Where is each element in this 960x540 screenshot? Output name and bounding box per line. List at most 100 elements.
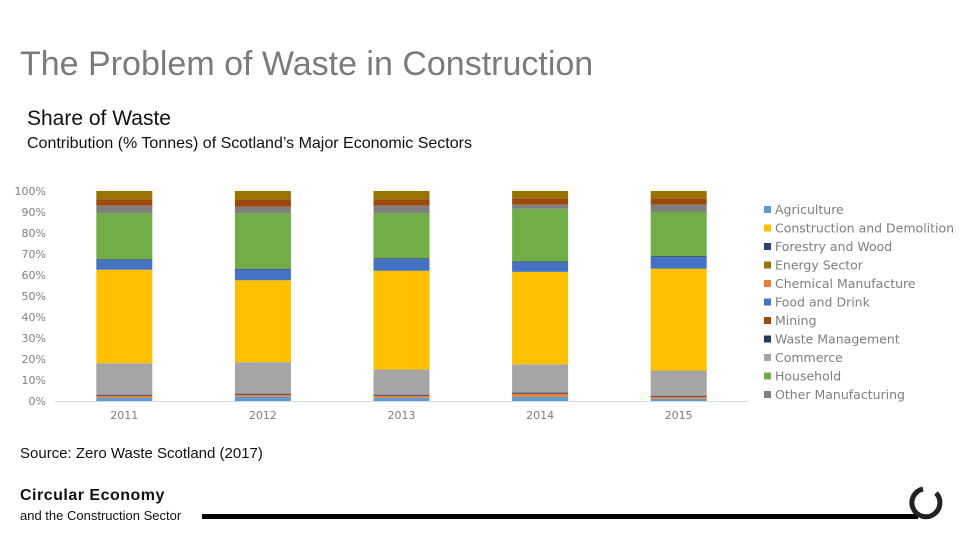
legend-swatch: [764, 280, 771, 287]
bar-segment: [96, 363, 153, 395]
bar-segment: [234, 280, 291, 363]
bar-segment: [96, 259, 153, 261]
bar-segment: [373, 199, 430, 206]
bar-segment: [373, 205, 430, 214]
slide-title: The Problem of Waste in Construction: [20, 45, 594, 83]
legend-swatch: [764, 391, 771, 398]
bar-segment: [234, 269, 291, 281]
x-tick-label: 2014: [526, 409, 554, 422]
bar-segment: [96, 205, 153, 214]
bar-segment: [234, 393, 291, 395]
legend-swatch: [764, 335, 771, 343]
legend-swatch: [764, 261, 771, 269]
y-tick-label: 80%: [22, 227, 46, 240]
bar-segment: [650, 256, 707, 258]
bar-segment: [96, 395, 153, 398]
bar-segment: [512, 198, 569, 205]
legend-label: Commerce: [775, 350, 843, 365]
bar-segment: [650, 198, 707, 205]
legend-label: Mining: [775, 313, 817, 328]
bar-stack-2014: [512, 191, 569, 401]
legend-swatch: [764, 206, 771, 213]
legend-label: Agriculture: [775, 202, 844, 217]
bar-segment: [96, 269, 153, 364]
source-note: Source: Zero Waste Scotland (2017): [20, 445, 263, 462]
bar-stack-2015: [650, 191, 707, 401]
bar-segment: [650, 396, 707, 399]
y-tick-label: 50%: [22, 290, 46, 303]
bar-segment: [512, 191, 569, 199]
bar-segment: [373, 270, 430, 370]
bar-segment: [650, 212, 707, 257]
bar-segment: [650, 204, 707, 212]
bar-segment: [512, 204, 569, 209]
footer-title: Circular Economy: [20, 487, 165, 504]
section-title: Share of Waste: [27, 107, 171, 130]
legend-label: Energy Sector: [775, 258, 864, 273]
chart-subtitle: Contribution (% Tonnes) of Scotland’s Ma…: [27, 135, 472, 152]
bar-stack-2011: [96, 191, 153, 401]
bar-segment: [650, 268, 707, 371]
bar-segment: [373, 259, 430, 271]
bar-segment: [234, 396, 291, 401]
bar-segment: [373, 397, 430, 401]
bar-segment: [96, 213, 153, 260]
circle-arc-icon: [909, 486, 943, 520]
bar-segment: [234, 199, 291, 207]
bar-segment: [234, 206, 291, 214]
footer-subtitle: and the Construction Sector: [20, 508, 182, 523]
bar-segment: [512, 262, 569, 272]
stacked-bar-chart: 0%10%20%30%40%50%60%70%80%90%100% 2011 20…: [15, 185, 955, 422]
legend-swatch: [764, 372, 771, 380]
y-tick-label: 60%: [22, 269, 46, 282]
bar-segment: [96, 397, 153, 401]
bar-segment: [373, 395, 430, 398]
bar-segment: [96, 260, 153, 270]
legend-label: Construction and Demolition: [775, 221, 954, 236]
bar-segment: [373, 394, 430, 396]
bar-segment: [512, 271, 569, 365]
legend-label: Food and Drink: [775, 295, 871, 310]
bar-segment: [512, 208, 569, 262]
bar-segment: [512, 364, 569, 393]
y-tick-label: 100%: [15, 185, 46, 198]
y-tick-label: 90%: [22, 206, 46, 219]
bar-segment: [650, 370, 707, 396]
legend-label: Waste Management: [775, 332, 900, 347]
y-tick-label: 20%: [22, 353, 46, 366]
legend-swatch: [764, 354, 771, 361]
x-axis: 2011 2012 2013 2014 2015: [55, 401, 748, 422]
bar-segment: [512, 392, 569, 394]
x-tick-label: 2013: [388, 409, 416, 422]
bar-segment: [650, 395, 707, 397]
bar-segment: [234, 191, 291, 200]
bar-segment: [512, 396, 569, 401]
bar-segment: [373, 258, 430, 260]
legend-label: Other Manufacturing: [775, 387, 905, 402]
x-tick-label: 2012: [249, 409, 277, 422]
bar-segment: [373, 191, 430, 200]
bar-segment: [512, 261, 569, 263]
bar-segment: [650, 191, 707, 199]
bar-segment: [96, 394, 153, 396]
bar-segment: [234, 213, 291, 269]
footer-divider: [202, 514, 918, 519]
x-tick-label: 2011: [110, 409, 138, 422]
y-axis: 0% 10% 20% 30% 40% 50% 60% 70% 80% 90% 100%: [15, 185, 46, 408]
bar-segment: [373, 369, 430, 395]
legend-label: Forestry and Wood: [775, 239, 892, 254]
legend-label: Chemical Manufacture: [775, 276, 916, 291]
x-tick-label: 2015: [665, 409, 693, 422]
bar-segment: [234, 362, 291, 394]
bar-segment: [234, 394, 291, 397]
bar-segment: [96, 191, 153, 200]
legend-swatch: [764, 224, 771, 232]
bar-segment: [650, 398, 707, 401]
bar-segment: [234, 268, 291, 270]
legend-swatch: [764, 298, 771, 306]
legend-swatch: [764, 317, 771, 324]
y-tick-label: 10%: [22, 374, 46, 387]
bar-stack-2013: [373, 191, 430, 401]
bar-segment: [373, 213, 430, 259]
bar-segment: [512, 393, 569, 397]
